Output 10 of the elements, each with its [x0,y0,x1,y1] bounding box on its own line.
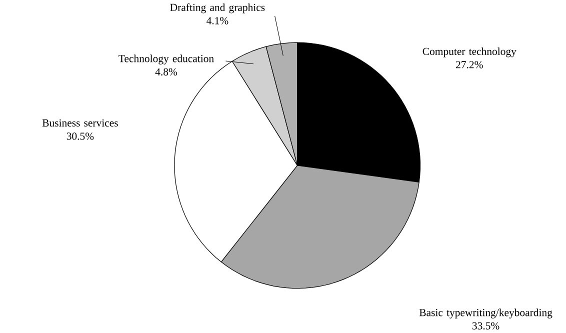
data-label: 27.2% [456,61,483,68]
slice-label: Basic typewriting/keyboarding [419,308,552,318]
data-label: 33.5% [472,322,500,330]
slice-label: Technology education [118,54,214,64]
slice-label: Computer technology [422,48,516,58]
slice-label: Business services [42,119,118,127]
slice-label: Drafting and graphics [170,3,265,14]
data-label: 4.1% [206,17,228,24]
data-label: 30.5% [66,132,94,140]
data-label: 4.8% [155,68,178,76]
